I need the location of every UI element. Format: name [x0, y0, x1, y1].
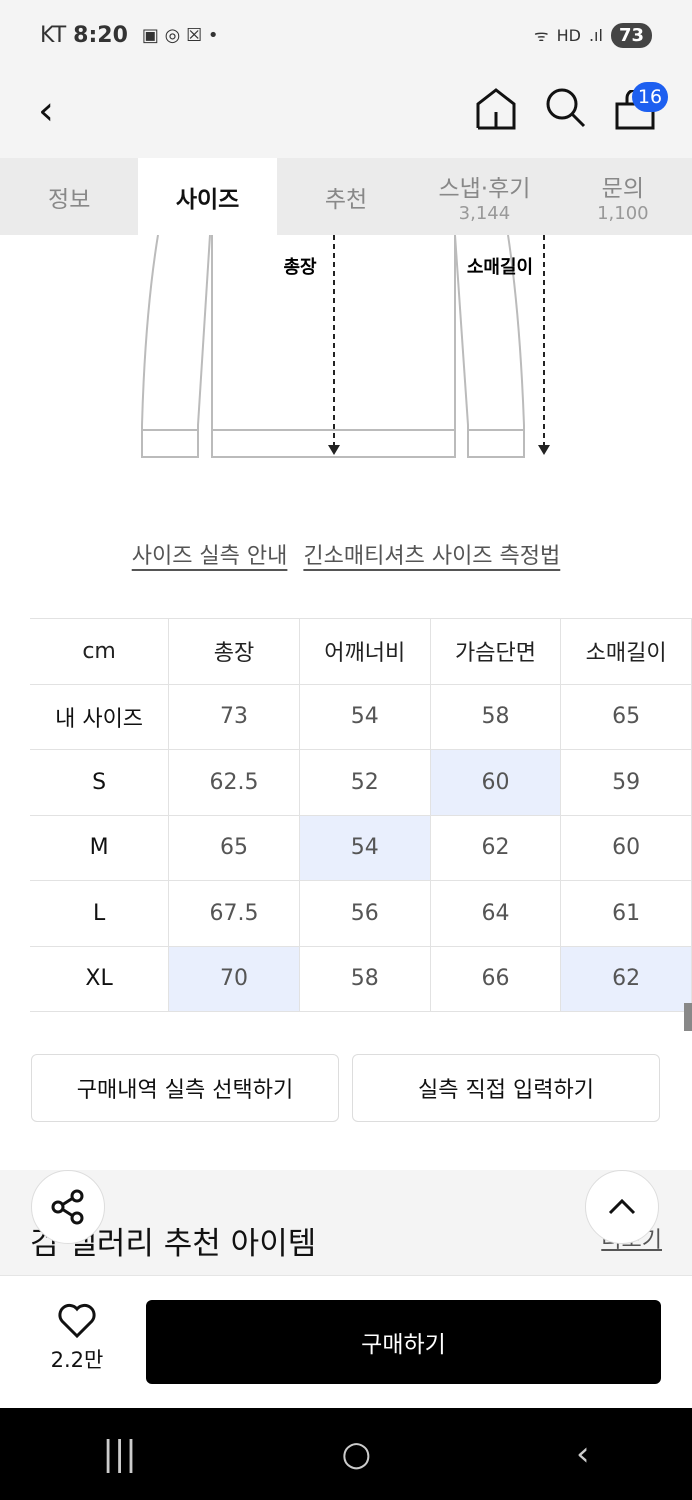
- table-cell: 66: [429, 945, 562, 1012]
- column-header: 가슴단면: [429, 618, 562, 685]
- table-cell: 73: [168, 683, 300, 750]
- table-cell: 64: [429, 880, 562, 947]
- table-cell: 59: [560, 749, 692, 816]
- tab-info[interactable]: 정보: [0, 158, 138, 235]
- table-cell: 58: [298, 945, 431, 1012]
- chevron-up-icon: [608, 1198, 636, 1215]
- table-cell: 62: [429, 814, 562, 881]
- back-button[interactable]: ‹: [38, 88, 54, 134]
- table-cell: 56: [298, 880, 431, 947]
- like-button[interactable]: 2.2만: [40, 1303, 114, 1374]
- battery-icon: 73: [610, 22, 652, 48]
- size-diagram: 총장 소매길이: [141, 235, 550, 458]
- like-count: 2.2만: [50, 1348, 104, 1372]
- tab-count: 3,144: [458, 203, 511, 224]
- table-cell: XL: [30, 945, 170, 1012]
- sleeve-label: 소매길이: [467, 256, 533, 278]
- table-cell: 60: [429, 749, 562, 816]
- column-header: 총장: [168, 618, 300, 685]
- buy-button[interactable]: 구매하기: [146, 1300, 661, 1384]
- share-icon: [51, 1189, 84, 1225]
- tab-label: 스냅·후기: [438, 176, 531, 202]
- status-bar: KT 8:20 ▣ ◎ ☒ • ᯤ HD .ıl 73: [0, 0, 692, 70]
- tab-bar: 정보 사이즈 추천 스냅·후기 3,144 문의 1,100: [0, 158, 692, 235]
- table-row: S 62.5 52 60 59: [30, 749, 692, 816]
- column-header: cm: [30, 618, 170, 685]
- tab-label: 문의: [601, 176, 644, 202]
- length-label: 총장: [283, 257, 317, 278]
- tab-label: 사이즈: [175, 186, 240, 213]
- table-cell: 62: [560, 945, 692, 1012]
- table-cell: S: [30, 749, 170, 816]
- table-cell: 65: [560, 683, 692, 750]
- table-cell: M: [30, 814, 170, 881]
- recent-apps-button[interactable]: |||: [102, 1434, 137, 1474]
- table-cell: 52: [298, 749, 431, 816]
- table-row: XL 70 58 66 62: [30, 945, 692, 1012]
- top-bar: ‹: [0, 70, 692, 158]
- home-nav-button[interactable]: ○: [341, 1434, 372, 1474]
- bottom-bar: 2.2만 구매하기: [0, 1277, 692, 1408]
- tab-count: 1,100: [597, 203, 649, 224]
- signal-icon: .ıl: [588, 25, 603, 45]
- table-cell: 54: [298, 814, 431, 881]
- size-guide-link[interactable]: 사이즈 실측 안내: [131, 544, 288, 569]
- table-header-row: cm 총장 어깨너비 가슴단면 소매길이: [30, 618, 692, 685]
- scrollbar[interactable]: [684, 1003, 692, 1031]
- carrier: KT: [40, 22, 67, 48]
- wifi-icon: ᯤ: [533, 26, 549, 45]
- table-cell: L: [30, 880, 170, 947]
- table-cell: 58: [429, 683, 562, 750]
- table-cell: 67.5: [168, 880, 300, 947]
- heart-icon: [58, 1303, 96, 1339]
- table-cell: 65: [168, 814, 300, 881]
- tab-reviews[interactable]: 스냅·후기 3,144: [415, 158, 553, 235]
- manual-input-button[interactable]: 실측 직접 입력하기: [352, 1054, 660, 1122]
- system-nav-bar: ||| ○ ‹: [0, 1408, 692, 1500]
- size-links: 사이즈 실측 안내 긴소매티셔츠 사이즈 측정법: [0, 538, 692, 570]
- tab-size[interactable]: 사이즈: [138, 158, 277, 235]
- table-cell: 54: [298, 683, 431, 750]
- tab-label: 정보: [48, 186, 91, 213]
- notification-icons: ▣ ◎ ☒ •: [141, 24, 219, 46]
- table-cell: 62.5: [168, 749, 300, 816]
- column-header: 소매길이: [560, 618, 692, 685]
- table-cell: 60: [560, 814, 692, 881]
- tab-inquiry[interactable]: 문의 1,100: [554, 158, 692, 235]
- scroll-top-button[interactable]: [585, 1170, 659, 1244]
- hd-icon: HD: [556, 25, 581, 45]
- home-icon[interactable]: [474, 86, 518, 130]
- tab-recommend[interactable]: 추천: [277, 158, 415, 235]
- back-nav-button[interactable]: ‹: [576, 1434, 590, 1474]
- clock: 8:20: [73, 22, 128, 48]
- purchase-history-button[interactable]: 구매내역 실측 선택하기: [31, 1054, 339, 1122]
- table-row: L 67.5 56 64 61: [30, 880, 692, 947]
- share-button[interactable]: [31, 1170, 105, 1244]
- table-row: M 65 54 62 60: [30, 814, 692, 881]
- column-header: 어깨너비: [298, 618, 431, 685]
- table-cell: 61: [560, 880, 692, 947]
- size-table: cm 총장 어깨너비 가슴단면 소매길이 내 사이즈 73 54 58 65 S 62.5 52 60 59…: [30, 618, 692, 1012]
- table-row: 내 사이즈 73 54 58 65: [30, 683, 692, 750]
- search-icon[interactable]: [544, 86, 588, 130]
- table-cell: 내 사이즈: [30, 683, 170, 750]
- table-cell: 70: [168, 945, 300, 1012]
- cart-count-badge: 16: [632, 82, 668, 112]
- measure-method-link[interactable]: 긴소매티셔츠 사이즈 측정법: [303, 544, 561, 569]
- tab-label: 추천: [324, 186, 368, 213]
